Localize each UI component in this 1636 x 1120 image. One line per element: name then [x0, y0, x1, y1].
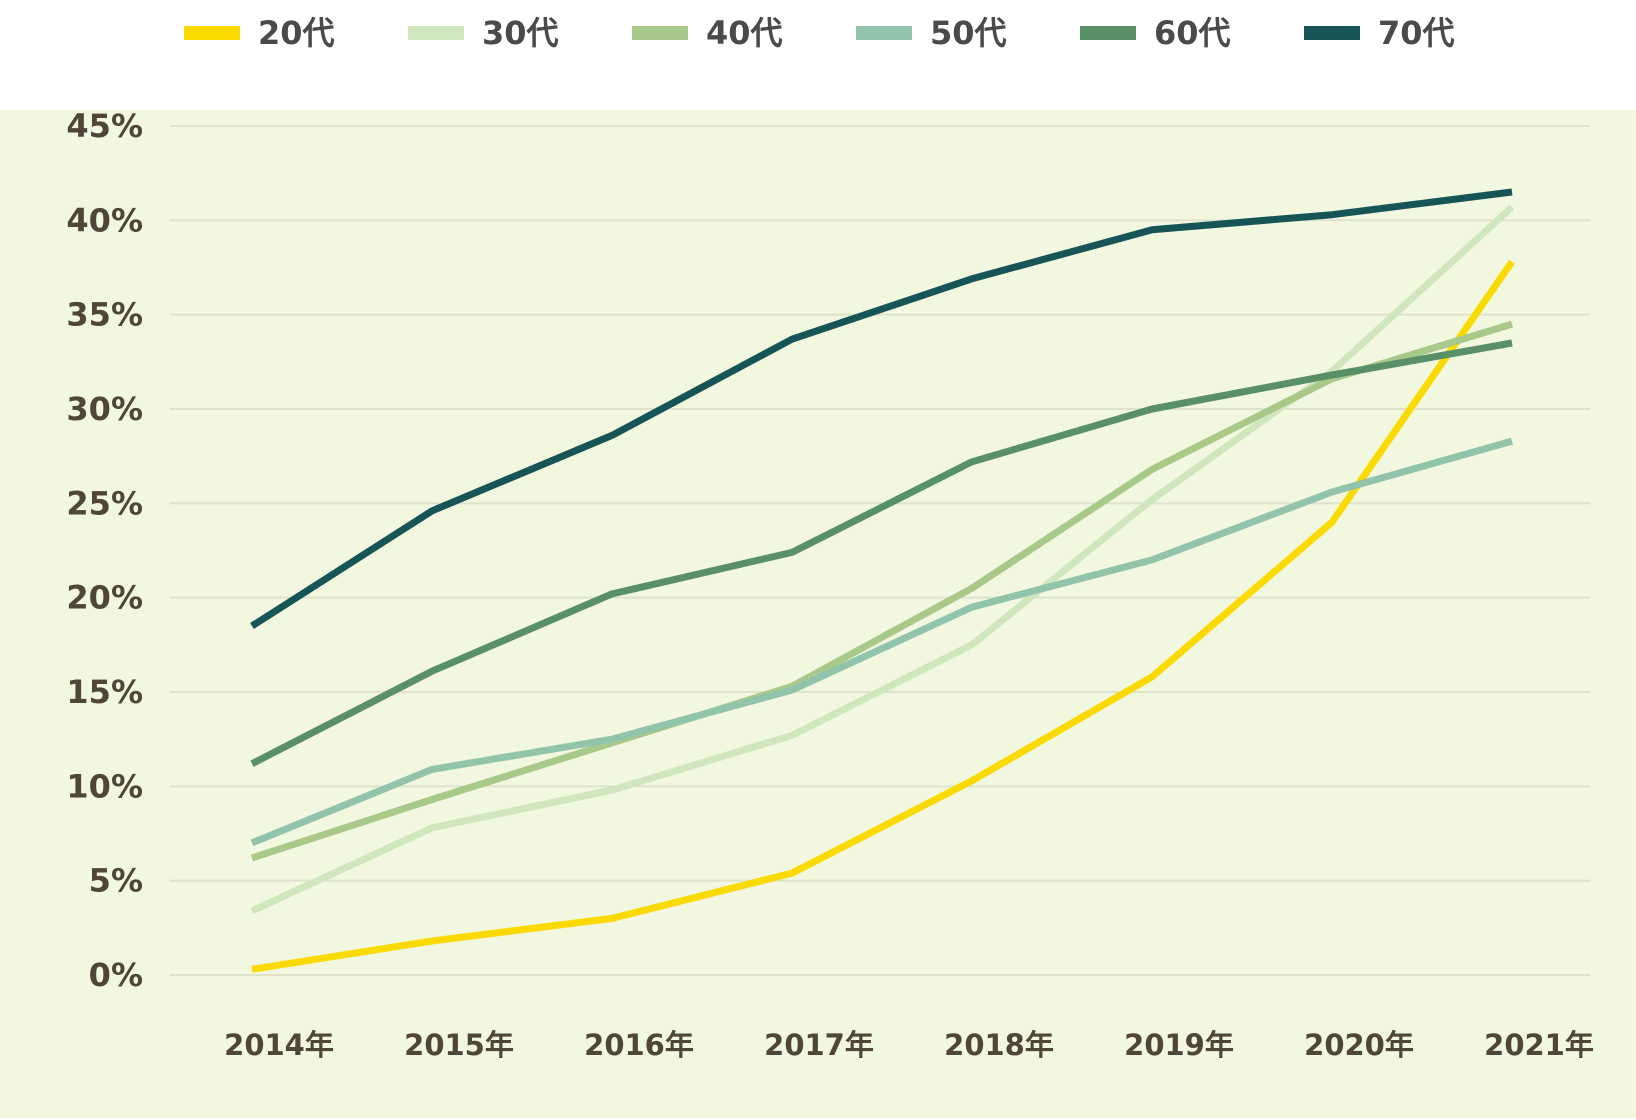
y-tick-label: 15% — [66, 673, 143, 711]
x-tick-label: 2015年 — [404, 1028, 514, 1062]
y-tick-label: 45% — [66, 107, 143, 145]
series-line-0 — [251, 259, 1515, 973]
x-tick-label: 2019年 — [1124, 1028, 1234, 1062]
legend-swatch — [408, 26, 464, 40]
x-tick-label: 2014年 — [224, 1028, 334, 1062]
legend-label: 70代 — [1378, 14, 1455, 52]
y-tick-label: 5% — [89, 862, 143, 900]
x-tick-label: 2016年 — [584, 1028, 694, 1062]
series-line-2 — [250, 320, 1514, 862]
legend-swatch — [856, 26, 912, 40]
plot-background — [0, 110, 1636, 1118]
legend-swatch — [1080, 26, 1136, 40]
legend-swatch — [1304, 26, 1360, 40]
y-tick-label: 35% — [66, 296, 143, 334]
chart-legend: 20代 30代 40代 50代 60代 70代 — [0, 0, 1636, 110]
x-tick-label: 2017年 — [764, 1028, 874, 1062]
legend-label: 40代 — [706, 14, 783, 52]
x-tick-label: 2018年 — [944, 1028, 1054, 1062]
y-tick-label: 10% — [66, 767, 143, 805]
series-line-4 — [250, 339, 1513, 767]
legend-swatch — [632, 26, 688, 40]
x-tick-label: 2020年 — [1304, 1028, 1414, 1062]
legend-label: 30代 — [482, 14, 559, 52]
y-tick-label: 0% — [89, 956, 143, 994]
legend-swatch — [184, 26, 240, 40]
legend-label: 20代 — [258, 14, 335, 52]
legend-label: 50代 — [930, 14, 1007, 52]
series-line-3 — [250, 437, 1513, 847]
y-tick-label: 20% — [66, 579, 143, 617]
legend-label: 60代 — [1154, 14, 1231, 52]
y-tick-label: 30% — [66, 390, 143, 428]
series-line-5 — [250, 188, 1513, 629]
y-tick-label: 25% — [66, 484, 143, 522]
y-tick-label: 40% — [66, 201, 143, 239]
x-tick-label: 2021年 — [1484, 1028, 1594, 1062]
